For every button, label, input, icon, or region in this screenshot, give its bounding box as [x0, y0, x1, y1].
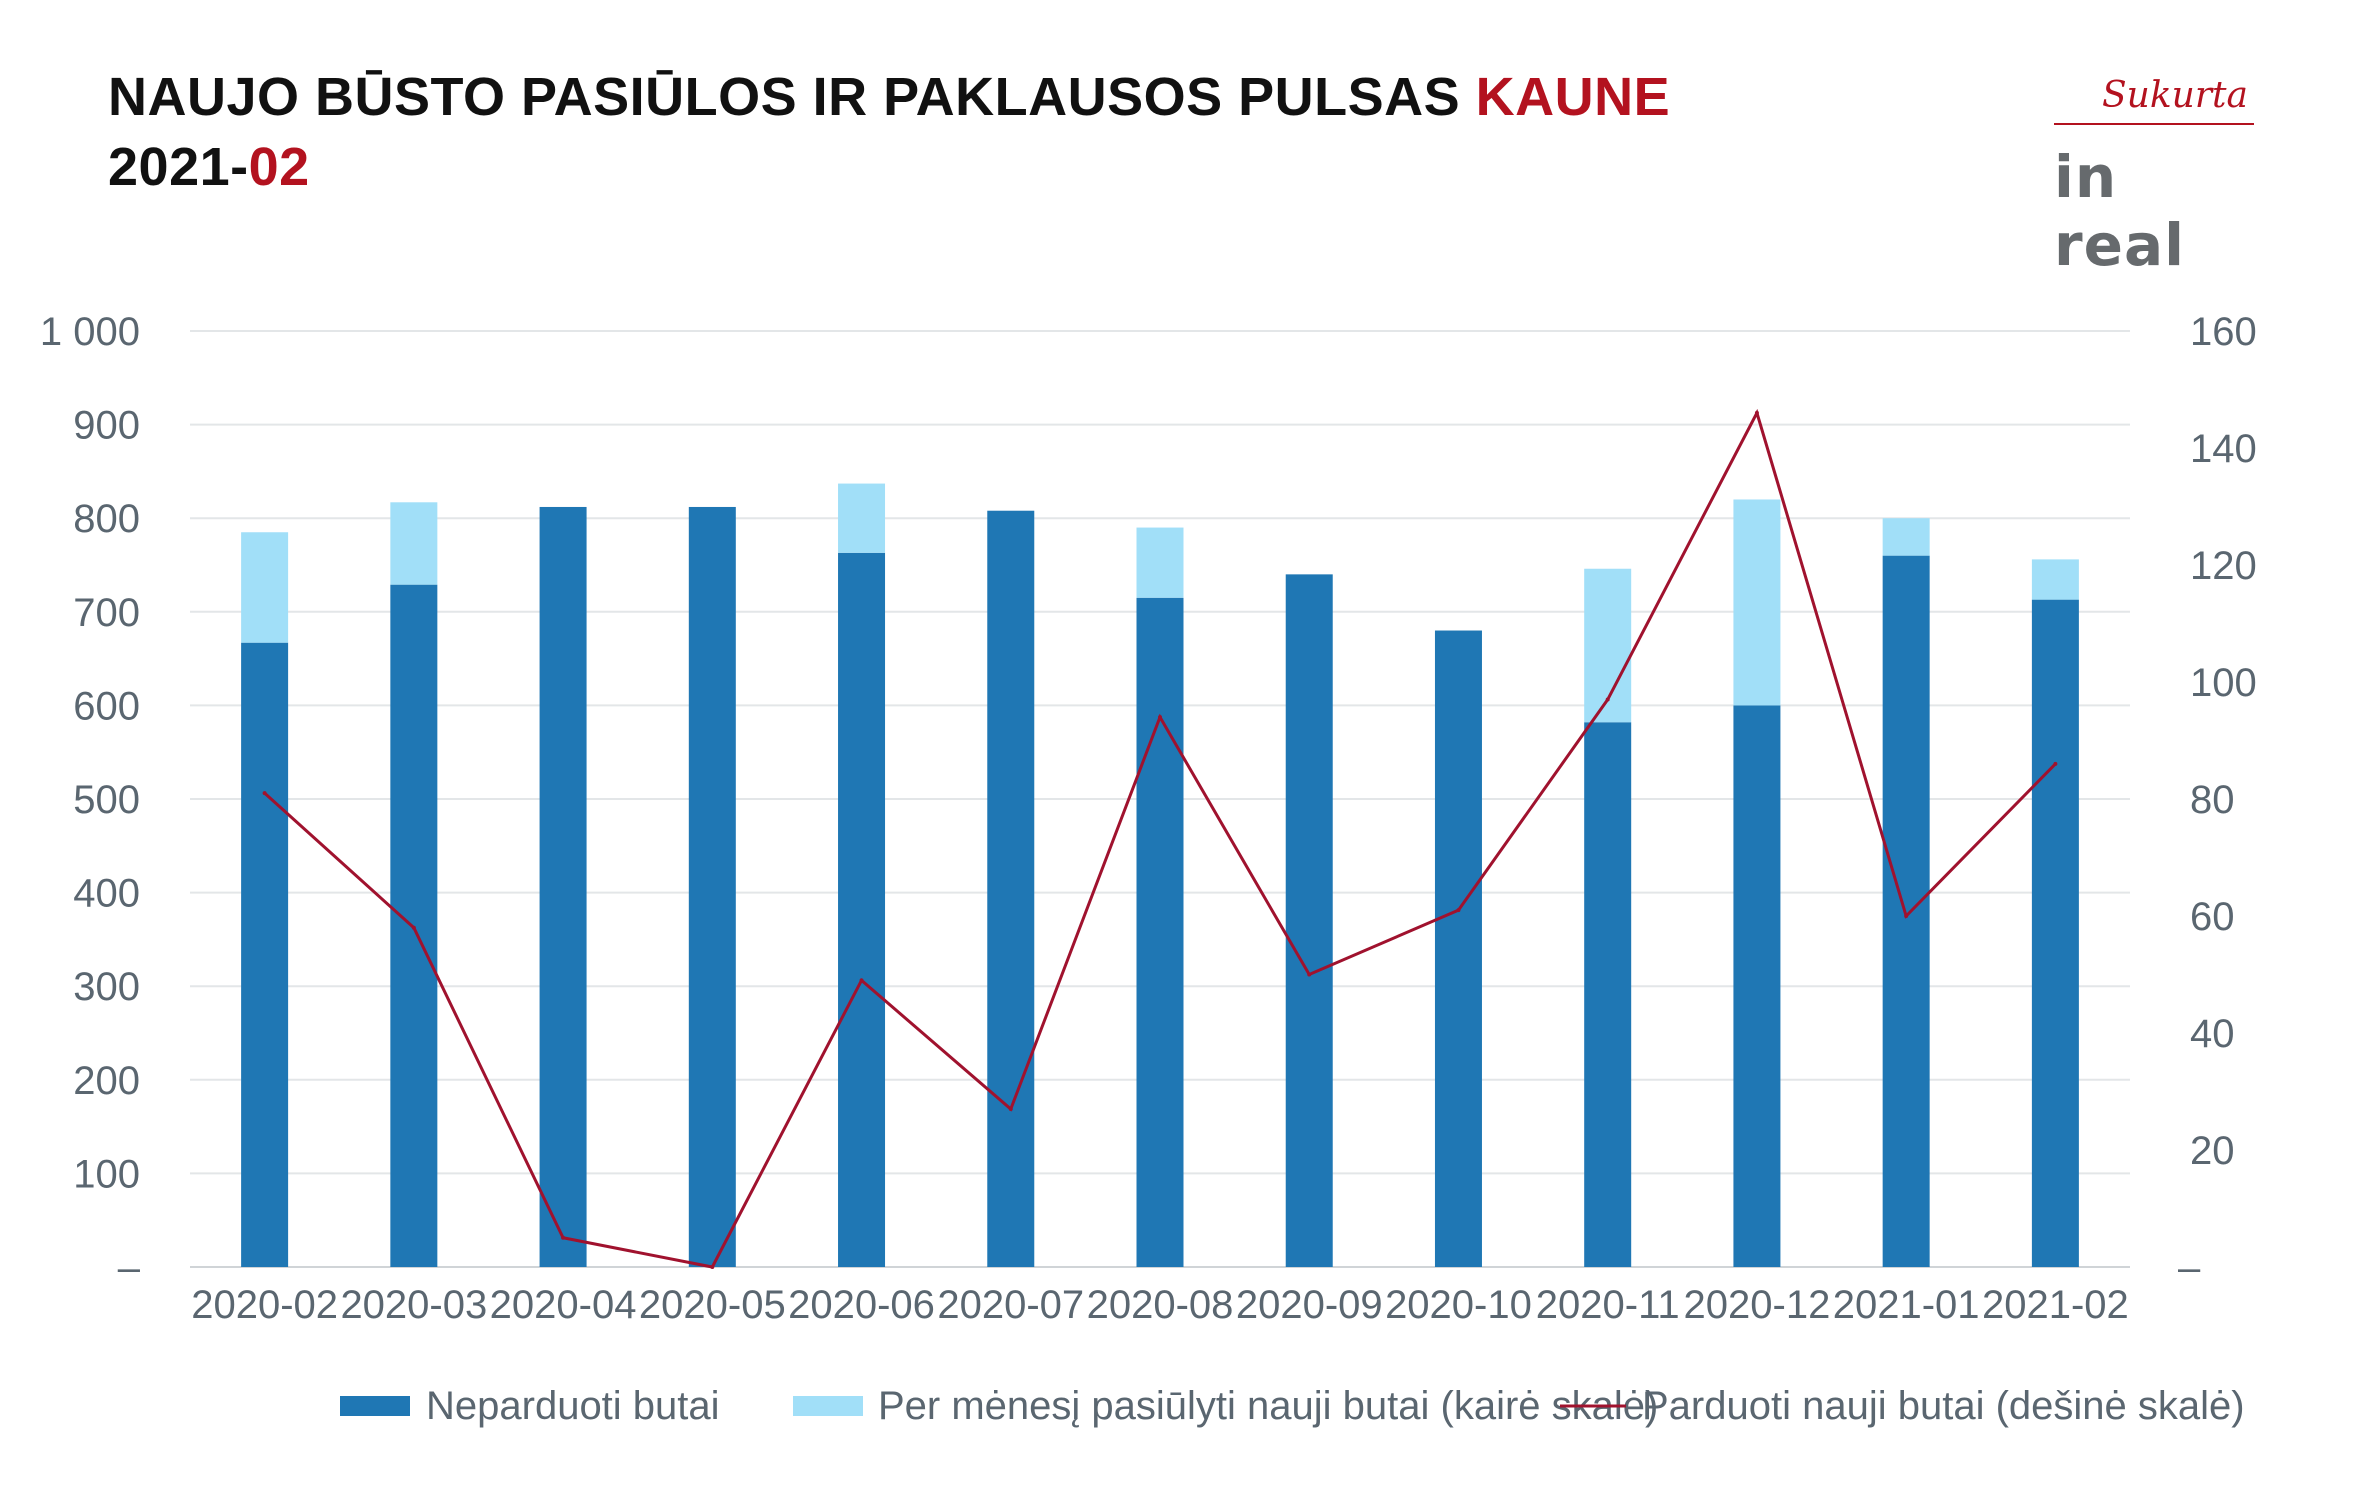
- title-accent: KAUNE: [1475, 67, 1671, 127]
- bar-unsold: [539, 506, 587, 1267]
- line-point: [1158, 715, 1162, 720]
- bar-offered: [1733, 499, 1781, 706]
- x-tick-label: 2020-09: [1236, 1283, 1383, 1327]
- y-left-tick-label: 300: [73, 965, 140, 1009]
- bar-unsold: [688, 506, 736, 1267]
- line-group: [262, 408, 2058, 1269]
- line-point: [859, 978, 864, 983]
- tick-labels: – 100 200 300 400 500 600 700 800 900 1 000 – 20 40 60…: [40, 310, 2257, 1327]
- title-line-2: 2021-02: [108, 132, 1670, 202]
- bar-offered: [1136, 527, 1184, 598]
- line-point: [1904, 914, 1909, 918]
- line-point: [1605, 697, 1610, 702]
- bar-unsold: [241, 642, 289, 1267]
- legend-label-offered: Per mėnesį pasiūlyti nauji butai (kairė …: [878, 1384, 1658, 1428]
- x-tick-label: 2021-01: [1833, 1283, 1980, 1327]
- title-main: NAUJO BŪSTO PASIŪLOS IR PAKLAUSOS PULSAS: [108, 67, 1476, 127]
- y-left-tick-label: 800: [73, 497, 140, 541]
- bar-offered: [241, 532, 289, 643]
- x-tick-label: 2020-11: [1536, 1283, 1680, 1327]
- title-line-1: NAUJO BŪSTO PASIŪLOS IR PAKLAUSOS PULSAS…: [108, 62, 1670, 132]
- x-tick-label: 2020-03: [340, 1283, 487, 1327]
- y-right-tick-label: 160: [2190, 310, 2257, 354]
- bar-unsold: [1584, 722, 1632, 1267]
- line-point: [411, 925, 416, 930]
- bars-group: [241, 483, 2079, 1267]
- legend: Neparduoti butai Per mėnesį pasiūlyti nau…: [340, 1384, 2245, 1428]
- line-point: [561, 1235, 566, 1240]
- logo-underline: [2054, 123, 2254, 125]
- y-left-tick-label: 600: [73, 684, 140, 728]
- line-point: [262, 791, 267, 796]
- line-point: [2053, 761, 2058, 766]
- chart-title: NAUJO BŪSTO PASIŪLOS IR PAKLAUSOS PULSAS…: [108, 62, 1670, 202]
- x-tick-label: 2020-10: [1385, 1283, 1532, 1327]
- line-point: [1456, 908, 1461, 913]
- bar-offered: [2031, 559, 2079, 600]
- y-right-tick-label: 100: [2190, 661, 2257, 705]
- y-right-tick-label: 120: [2190, 544, 2257, 588]
- y-left-tick-label: 900: [73, 404, 140, 448]
- x-tick-label: 2020-05: [639, 1283, 786, 1327]
- x-tick-label: 2021-02: [1982, 1283, 2129, 1327]
- x-tick-label: 2020-07: [937, 1283, 1084, 1327]
- y-right-tick-label: 20: [2190, 1129, 2235, 1173]
- bar-unsold: [838, 552, 886, 1267]
- y-left-tick-label: –: [118, 1246, 141, 1290]
- subtitle-accent: 02: [248, 137, 310, 197]
- y-right-tick-label: –: [2178, 1246, 2201, 1290]
- legend-swatch-unsold: [340, 1396, 410, 1416]
- x-tick-label: 2020-06: [788, 1283, 935, 1327]
- logo-script-text: Sukurta: [2102, 75, 2248, 116]
- bar-unsold: [1733, 705, 1781, 1267]
- line-point: [710, 1265, 715, 1269]
- x-tick-label: 2020-02: [191, 1283, 338, 1327]
- y-right-tick-label: 80: [2190, 778, 2235, 822]
- line-point: [1008, 1107, 1013, 1112]
- y-right-tick-label: 140: [2190, 427, 2257, 471]
- bar-unsold: [987, 510, 1035, 1267]
- logo-brand-text: in real: [2054, 143, 2185, 279]
- legend-swatch-offered: [793, 1396, 863, 1416]
- y-right-tick-label: 40: [2190, 1012, 2235, 1056]
- y-left-tick-label: 400: [73, 872, 140, 916]
- bar-unsold: [2031, 599, 2079, 1267]
- bar-unsold: [1434, 630, 1482, 1267]
- y-left-tick-label: 200: [73, 1059, 140, 1103]
- y-left-tick-label: 500: [73, 778, 140, 822]
- x-tick-label: 2020-04: [490, 1283, 637, 1327]
- bar-offered: [390, 502, 438, 585]
- y-left-tick-label: 700: [73, 591, 140, 635]
- bar-unsold: [1285, 574, 1333, 1267]
- x-tick-label: 2020-12: [1684, 1283, 1831, 1327]
- legend-label-sold: Parduoti nauji butai (dešinė skalė): [1642, 1384, 2245, 1428]
- x-tick-label: 2020-08: [1087, 1283, 1234, 1327]
- y-right-tick-label: 60: [2190, 895, 2235, 939]
- line-point: [1307, 972, 1312, 977]
- bar-offered: [838, 483, 886, 553]
- line-point: [1754, 410, 1759, 415]
- y-left-tick-label: 1 000: [40, 310, 140, 354]
- y-left-tick-label: 100: [73, 1152, 140, 1196]
- bar-offered: [1882, 518, 1930, 556]
- brand-logo: Sukurta in real: [2040, 75, 2260, 279]
- subtitle-main: 2021-: [108, 137, 249, 197]
- bar-unsold: [1136, 597, 1184, 1267]
- legend-label-unsold: Neparduoti butai: [426, 1384, 720, 1428]
